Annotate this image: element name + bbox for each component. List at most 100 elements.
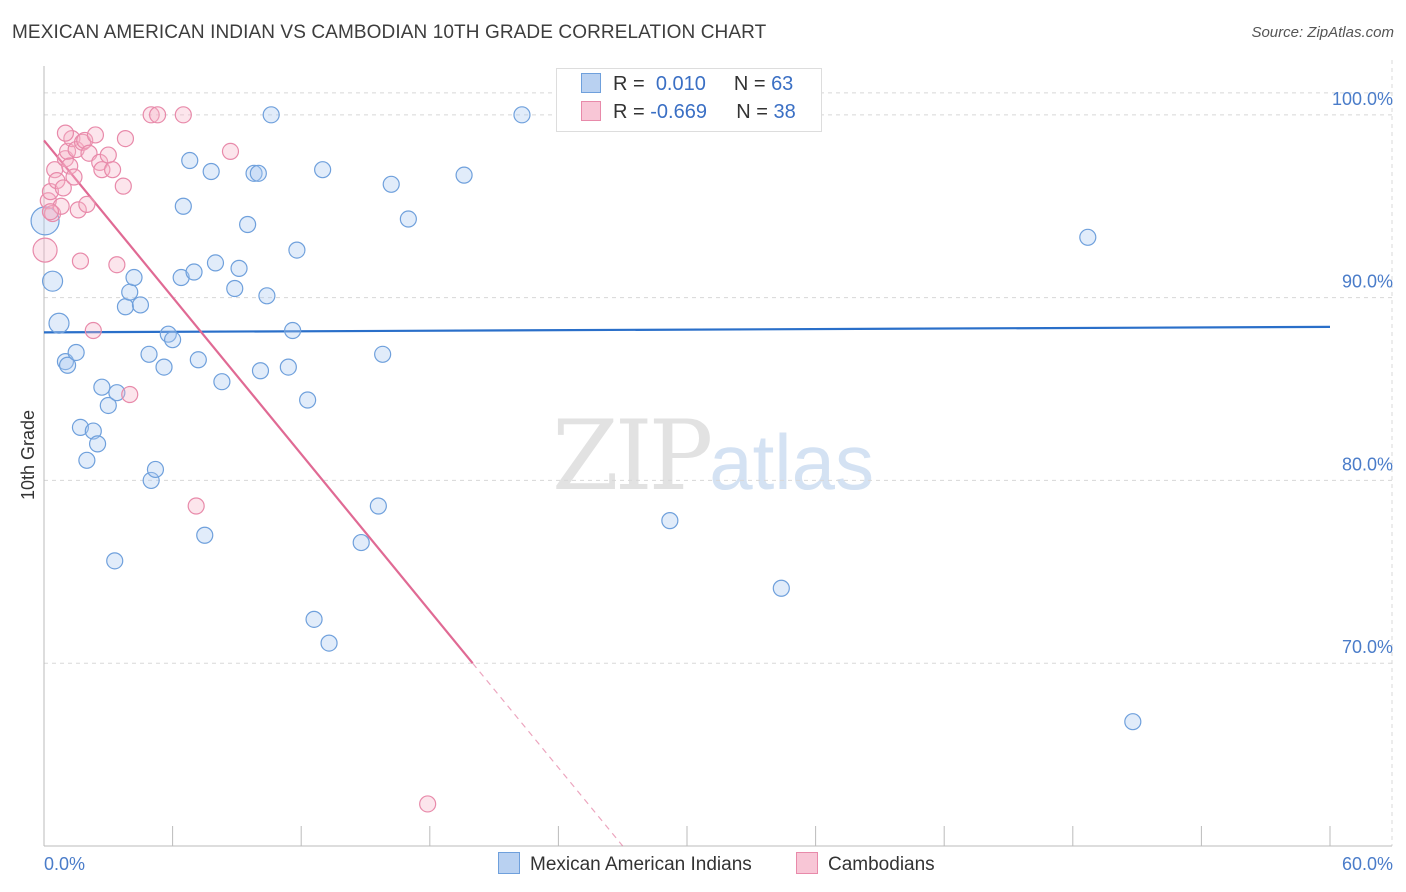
- chart-title: MEXICAN AMERICAN INDIAN VS CAMBODIAN 10T…: [12, 22, 767, 43]
- mexican-american-indian-point: [299, 391, 317, 409]
- watermark-atlas: atlas: [709, 418, 874, 506]
- mexican-american-indian-point: [369, 497, 387, 515]
- y-tick-label: 100.0%: [1332, 89, 1393, 109]
- mexican-american-indian-point: [88, 435, 107, 453]
- legend-label: Mexican American Indians: [530, 854, 752, 875]
- mexican-american-indian-point: [185, 263, 203, 281]
- cambodian-point: [116, 130, 135, 148]
- y-axis-label: 10th Grade: [18, 410, 38, 500]
- mexican-american-indian-point: [174, 197, 192, 215]
- cambodian-point: [41, 203, 60, 221]
- trend-lines: [43, 139, 1331, 847]
- mexican-american-indian-point: [245, 164, 263, 182]
- mexican-american-indian-point: [288, 241, 306, 259]
- x-tick-label-max: 60.0%: [1342, 854, 1393, 874]
- mexican-american-indian-point: [206, 254, 225, 272]
- cambodian-point: [108, 256, 126, 274]
- r-value: -0.669: [650, 101, 707, 123]
- watermark-zip: ZIP: [552, 400, 713, 512]
- cambodian-point: [76, 131, 94, 150]
- mexican-american-indian-point: [41, 270, 64, 292]
- mexican-american-indian-point: [116, 298, 135, 316]
- mexican-american-indian-point: [121, 283, 139, 301]
- cambodian-point: [187, 497, 205, 515]
- mexican-american-indian-point: [78, 451, 96, 469]
- cambodian-point: [419, 795, 437, 813]
- cambodian-point: [84, 321, 102, 340]
- mexican-american-indian-point: [67, 343, 85, 362]
- mexican-american-indian-point: [314, 161, 332, 179]
- blue-swatch: [581, 73, 601, 93]
- r-label: R =: [613, 73, 645, 95]
- mexican-american-indian-point: [1124, 713, 1142, 731]
- mexican-american-indian-point: [374, 345, 392, 363]
- cambodian-point: [56, 124, 75, 142]
- y-tick-label: 80.0%: [1342, 454, 1393, 474]
- mexican-american-indian-point: [1079, 228, 1097, 246]
- mexican-american-indian-point: [125, 268, 143, 287]
- mexican-american-indian-point: [513, 106, 531, 124]
- cambodian-point: [69, 201, 87, 219]
- mexican-american-indian-point: [58, 356, 77, 374]
- cambodian-point: [99, 146, 117, 164]
- mexican-american-indian-point: [164, 331, 182, 349]
- r-value: 0.010: [655, 73, 706, 95]
- mexican-american-indian-point: [661, 512, 679, 530]
- mexican-american-indian-point: [279, 358, 297, 376]
- legend-label: Cambodians: [828, 854, 935, 875]
- mexican-american-indian-point: [251, 362, 270, 380]
- x-tick-label-min: 0.0%: [44, 854, 85, 874]
- watermark: ZIPatlas: [552, 400, 874, 512]
- n-label: N =: [733, 73, 766, 95]
- blue-swatch: [498, 852, 520, 874]
- cambodian-point: [86, 126, 105, 144]
- legend-item-cambodians[interactable]: Cambodians: [796, 852, 935, 876]
- n-label: N =: [736, 101, 768, 123]
- grid-lines: [44, 60, 1393, 846]
- data-points: [30, 106, 1142, 813]
- mexican-american-indian-point: [146, 460, 165, 479]
- mexican-american-indian-point: [196, 526, 214, 544]
- legend-row-blue: R = 0.010 N = 63: [581, 73, 793, 99]
- mexican-american-indian-point: [399, 210, 417, 228]
- mexican-american-indian-point: [30, 206, 60, 236]
- cambodian-point: [121, 385, 139, 404]
- mexican-american-indian-point: [262, 106, 280, 124]
- axes: [43, 66, 1392, 847]
- legend-row-pink: R = -0.669 N = 38: [581, 101, 796, 127]
- mexican-american-indian-point: [131, 296, 150, 314]
- cambodian-point: [221, 142, 240, 160]
- mexican-american-indian-point: [230, 259, 248, 277]
- mexican-american-indian-point: [142, 471, 160, 490]
- cambodian-point: [103, 161, 122, 179]
- mexican-american-indian-point: [108, 384, 126, 402]
- cambodian-point: [52, 197, 70, 215]
- mexican-american-indian-point: [226, 279, 244, 298]
- mexican-american-indian-point: [93, 378, 111, 396]
- mexican-american-indian-point: [189, 351, 207, 369]
- cambodian-point: [65, 168, 83, 186]
- cambodian-point: [54, 179, 72, 197]
- n-value: 63: [771, 73, 794, 95]
- mexican-american-indian-point: [305, 610, 323, 628]
- cambodian-point: [78, 195, 96, 214]
- legend-item-mexican-american-indians[interactable]: Mexican American Indians: [498, 852, 752, 876]
- y-tick-label: 70.0%: [1342, 637, 1393, 657]
- mexican-american-indian-point: [239, 215, 257, 234]
- mexican-american-indian-point: [202, 162, 220, 181]
- cambodian-point: [71, 252, 90, 270]
- pink-swatch: [796, 852, 818, 874]
- mexican-american-indian-point: [181, 151, 199, 170]
- mexican-american-indian-point: [71, 418, 90, 437]
- pink-trend-extension: [472, 662, 624, 847]
- r-label: R =: [613, 101, 645, 123]
- mexican-american-indian-point: [172, 268, 190, 287]
- mexican-american-indian-point: [140, 345, 158, 363]
- mexican-american-indian-point: [352, 533, 370, 552]
- mexican-american-indian-point: [155, 358, 173, 376]
- mexican-american-indian-point: [213, 373, 231, 391]
- cambodian-point: [114, 177, 132, 195]
- stats-legend: R = 0.010 N = 63 R = -0.669 N = 38: [556, 68, 822, 132]
- mexican-american-indian-point: [772, 579, 790, 597]
